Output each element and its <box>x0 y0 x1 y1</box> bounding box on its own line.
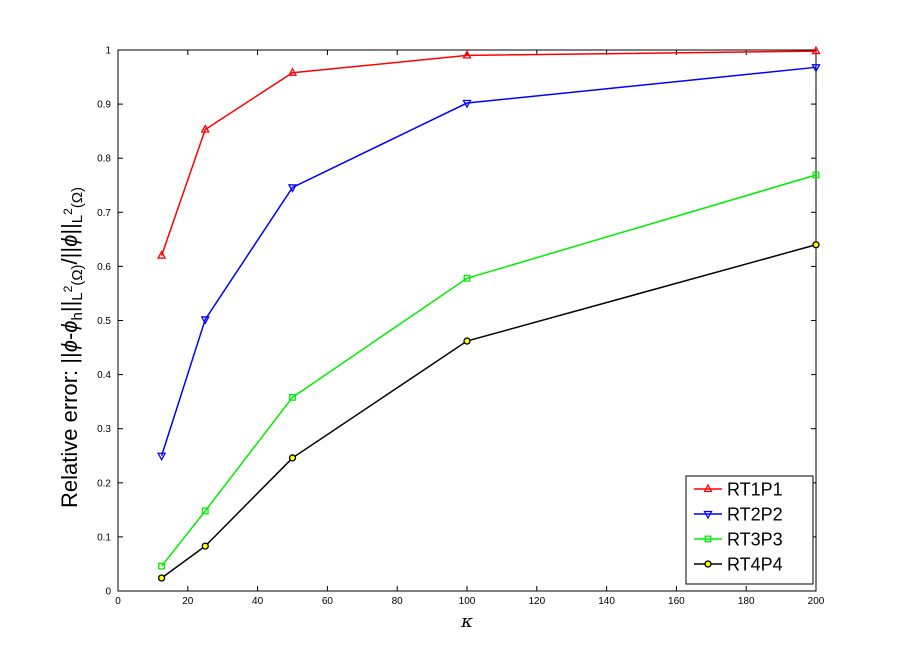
y-tick-label: 0.5 <box>97 316 111 327</box>
data-point-rt2p2 <box>287 184 298 193</box>
legend-label-rt3p3: RT3P3 <box>727 530 783 550</box>
x-tick-label: 60 <box>322 596 334 607</box>
legend-marker-rt3p3 <box>704 535 712 543</box>
series-line-rt2p2 <box>160 66 817 456</box>
x-tick-label: 200 <box>808 596 825 607</box>
data-point-rt2p2 <box>200 316 210 325</box>
series-layer <box>157 45 821 582</box>
legend: RT1P1 RT2P2 RT3P3 RT4P4 <box>685 475 814 585</box>
axis-ticks: 0 20 40 60 80 100 120 140 160 180 200 0 0.1 0.2 0.3 0.4… <box>97 46 825 608</box>
x-tick-label: 160 <box>668 596 685 607</box>
y-tick-label: 1 <box>105 46 111 57</box>
data-point-rt4p4 <box>288 454 297 462</box>
y-tick-label: 0.7 <box>97 208 111 219</box>
data-point-rt1p1 <box>287 67 298 76</box>
x-tick-label: 40 <box>252 596 264 607</box>
y-tick-label: 0.3 <box>97 424 111 435</box>
data-point-rt3p3 <box>158 562 166 570</box>
x-tick-label: 140 <box>598 596 615 607</box>
legend-label-rt4p4: RT4P4 <box>727 555 783 575</box>
data-point-rt4p4 <box>201 542 209 550</box>
series-rt3p3 <box>158 171 820 570</box>
x-tick-label: 20 <box>182 596 194 607</box>
legend-marker-rt2p2 <box>703 510 713 520</box>
legend-label-rt1p1: RT1P1 <box>727 480 783 500</box>
series-rt2p2 <box>157 64 821 462</box>
data-point-rt3p3 <box>812 171 820 179</box>
series-line-rt3p3 <box>161 174 817 567</box>
y-tick-label: 0 <box>105 587 111 598</box>
x-tick-label: 180 <box>738 596 755 607</box>
y-tick-label: 0.6 <box>97 262 111 273</box>
data-point-rt4p4 <box>157 574 166 582</box>
data-point-rt3p3 <box>289 393 296 401</box>
data-point-rt1p1 <box>157 250 167 259</box>
x-tick-label: 0 <box>115 596 121 607</box>
x-axis-label: κ <box>460 611 473 632</box>
y-tick-label: 0.4 <box>97 370 111 381</box>
data-point-rt4p4 <box>812 241 820 249</box>
data-point-rt3p3 <box>463 274 471 282</box>
data-point-rt1p1 <box>462 50 472 59</box>
legend-marker-rt1p1 <box>703 483 713 493</box>
data-point-rt4p4 <box>463 337 471 345</box>
x-tick-label: 100 <box>459 596 476 607</box>
y-axis-label: Relative error: ||ϕ-ϕh||L2(Ω)/||ϕ||L2(Ω) <box>57 187 86 508</box>
legend-label-rt2p2: RT2P2 <box>727 505 783 525</box>
series-rt1p1 <box>157 45 821 259</box>
data-point-rt2p2 <box>811 64 821 73</box>
data-point-rt1p1 <box>200 124 210 133</box>
y-tick-label: 0.1 <box>97 532 111 543</box>
y-tick-label: 0.9 <box>97 100 111 111</box>
series-rt4p4 <box>157 241 820 582</box>
series-line-rt1p1 <box>160 50 817 256</box>
x-tick-label: 80 <box>392 596 404 607</box>
data-point-rt2p2 <box>157 452 167 462</box>
data-point-rt2p2 <box>462 99 472 109</box>
x-tick-label: 120 <box>528 596 545 607</box>
data-point-rt1p1 <box>811 45 821 55</box>
data-point-rt3p3 <box>201 507 209 515</box>
y-tick-label: 0.2 <box>97 478 111 489</box>
legend-marker-rt4p4 <box>704 560 712 568</box>
y-tick-label: 0.8 <box>97 154 111 165</box>
